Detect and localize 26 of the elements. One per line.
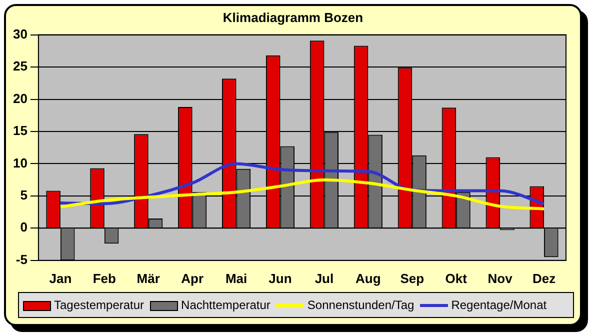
x-tick-label: Okt	[445, 270, 468, 286]
x-tick-label: Nov	[488, 270, 514, 286]
x-tick-label: Mai	[225, 270, 248, 286]
legend-label: Sonnenstunden/Tag	[306, 298, 414, 312]
y-tick-label: 0	[20, 220, 28, 235]
y-tick-label: 30	[12, 26, 28, 42]
x-tick-label: Dez	[532, 270, 556, 286]
legend-label: Nachttemperatur	[180, 298, 270, 312]
x-tick-label: Feb	[92, 270, 116, 286]
line-series	[58, 178, 546, 210]
legend-label: Tagestemperatur	[53, 298, 144, 312]
chart-title: Klimadiagramm Bozen	[222, 10, 364, 25]
x-tick-label: Sep	[400, 270, 424, 286]
x-tick-label: Jun	[268, 270, 292, 286]
y-tick-label: 20	[12, 90, 28, 106]
y-tick-label: 10	[12, 155, 28, 170]
y-tick-label: 25	[12, 58, 28, 74]
x-tick-label: Jul	[314, 270, 334, 286]
y-tick-label: 15	[12, 123, 28, 138]
y-tick-label: -5	[16, 252, 28, 267]
y-tick-label: 5	[20, 188, 28, 203]
x-tick-label: Apr	[181, 270, 204, 286]
x-tick-label: Mär	[136, 270, 160, 286]
x-tick-label: Aug	[356, 270, 381, 286]
legend-label: Regentage/Monat	[450, 298, 547, 312]
x-tick-label: Jan	[49, 270, 72, 286]
